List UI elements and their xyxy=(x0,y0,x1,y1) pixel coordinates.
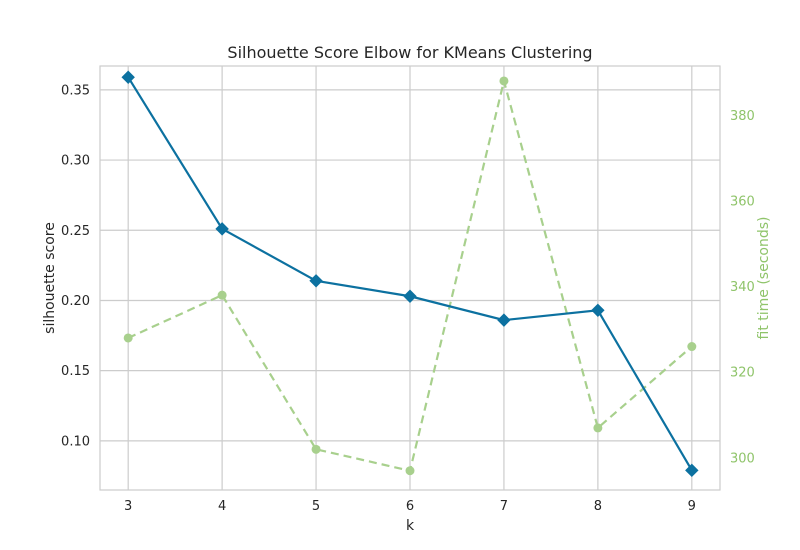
silhouette-score-point xyxy=(121,70,135,84)
x-tick-label: 8 xyxy=(594,499,602,514)
y-tick-label: 0.15 xyxy=(61,364,90,379)
silhouette-score-point xyxy=(309,274,323,288)
silhouette-score-point xyxy=(403,289,417,303)
silhouette-score-point xyxy=(497,313,511,327)
x-tick-label: 7 xyxy=(500,499,508,514)
x-tick-label: 6 xyxy=(406,499,414,514)
fit-time-point xyxy=(593,423,603,433)
grid-lines xyxy=(100,66,720,490)
tick-labels: 3 4 5 6 7 8 9 0.10 0.15 0.20 0.25 0.30 0.35 300 320 340… xyxy=(61,83,755,514)
silhouette-score-point xyxy=(591,303,605,317)
y2-tick-label: 380 xyxy=(730,109,755,124)
fit-time-point xyxy=(499,76,509,86)
x-tick-label: 4 xyxy=(218,499,226,514)
y-tick-label: 0.25 xyxy=(61,224,90,239)
x-tick-label: 9 xyxy=(688,499,696,514)
y2-tick-label: 360 xyxy=(730,194,755,209)
y-tick-label: 0.35 xyxy=(61,83,90,98)
y2-tick-label: 320 xyxy=(730,366,755,381)
fit-time-point xyxy=(687,342,697,352)
y2-tick-label: 300 xyxy=(730,451,755,466)
y-tick-label: 0.10 xyxy=(61,434,90,449)
fit-time-point xyxy=(123,333,133,343)
y-tick-label: 0.30 xyxy=(61,154,90,169)
plot-area-border xyxy=(99,65,721,491)
series-layer xyxy=(121,70,699,478)
silhouette-score-point xyxy=(685,463,699,478)
y2-axis-label: fit time (seconds) xyxy=(756,217,772,340)
y2-tick-label: 340 xyxy=(730,280,755,295)
x-axis-label: k xyxy=(406,518,415,534)
y-tick-label: 0.20 xyxy=(61,294,90,309)
chart-title: Silhouette Score Elbow for KMeans Cluste… xyxy=(227,43,592,62)
x-tick-label: 5 xyxy=(312,499,320,514)
fit-time-point xyxy=(217,290,227,300)
silhouette-score-point xyxy=(215,222,229,236)
fit-time-point xyxy=(405,466,415,476)
fit-time-point xyxy=(311,444,321,454)
y-axis-label: silhouette score xyxy=(42,222,58,334)
x-tick-label: 3 xyxy=(124,499,132,514)
